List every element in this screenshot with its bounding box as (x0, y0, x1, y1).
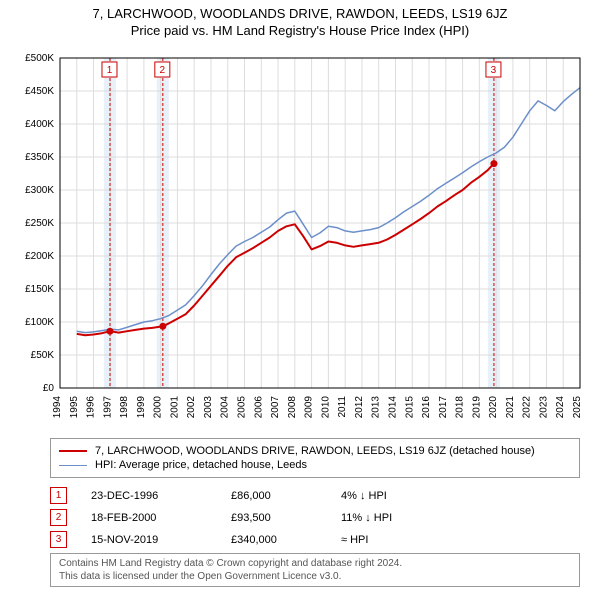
svg-text:2013: 2013 (371, 396, 382, 419)
svg-text:2015: 2015 (404, 396, 415, 419)
legend-swatch-property (59, 450, 87, 452)
chart-container: 7, LARCHWOOD, WOODLANDS DRIVE, RAWDON, L… (0, 0, 600, 590)
table-row: 1 23-DEC-1996 £86,000 4% ↓ HPI (50, 487, 580, 504)
svg-text:£250K: £250K (25, 218, 54, 229)
svg-text:2005: 2005 (237, 396, 248, 419)
svg-text:1: 1 (107, 65, 113, 76)
chart-plot-area: £0 £50K £100K £150K £200K £250K £300K £350K £400… (10, 48, 590, 428)
svg-text:2002: 2002 (186, 396, 197, 419)
svg-text:2004: 2004 (220, 396, 231, 419)
svg-text:£500K: £500K (25, 53, 54, 64)
svg-text:2012: 2012 (354, 396, 365, 419)
svg-text:2010: 2010 (320, 396, 331, 419)
svg-text:2006: 2006 (253, 396, 264, 419)
svg-text:1996: 1996 (86, 396, 97, 419)
marker-date-3: 15-NOV-2019 (91, 534, 231, 546)
marker-price-3: £340,000 (231, 534, 341, 546)
chart-title-address: 7, LARCHWOOD, WOODLANDS DRIVE, RAWDON, L… (0, 6, 600, 21)
svg-text:£50K: £50K (31, 350, 55, 361)
svg-text:2: 2 (160, 65, 166, 76)
svg-text:2007: 2007 (270, 396, 281, 419)
svg-text:2003: 2003 (203, 396, 214, 419)
svg-text:2018: 2018 (455, 396, 466, 419)
title-block: 7, LARCHWOOD, WOODLANDS DRIVE, RAWDON, L… (0, 0, 600, 38)
svg-text:2017: 2017 (438, 396, 449, 419)
table-row: 3 15-NOV-2019 £340,000 ≈ HPI (50, 531, 580, 548)
marker-badge-3: 3 (50, 531, 67, 548)
legend-box: 7, LARCHWOOD, WOODLANDS DRIVE, RAWDON, L… (50, 438, 580, 478)
svg-text:2019: 2019 (471, 396, 482, 419)
marker-price-1: £86,000 (231, 490, 341, 502)
svg-text:1999: 1999 (136, 396, 147, 419)
footer-line-1: Contains HM Land Registry data © Crown c… (59, 557, 571, 570)
legend-item-hpi: HPI: Average price, detached house, Leed… (59, 459, 571, 471)
svg-text:2008: 2008 (287, 396, 298, 419)
svg-text:1994: 1994 (52, 396, 63, 419)
svg-text:£150K: £150K (25, 284, 54, 295)
footer-line-2: This data is licensed under the Open Gov… (59, 570, 571, 583)
svg-text:3: 3 (491, 65, 497, 76)
svg-text:2009: 2009 (304, 396, 315, 419)
svg-text:£450K: £450K (25, 86, 54, 97)
legend-label-hpi: HPI: Average price, detached house, Leed… (95, 459, 307, 471)
legend-label-property: 7, LARCHWOOD, WOODLANDS DRIVE, RAWDON, L… (95, 445, 535, 457)
chart-title-subtitle: Price paid vs. HM Land Registry's House … (0, 23, 600, 38)
svg-text:2011: 2011 (337, 396, 348, 418)
svg-text:2016: 2016 (421, 396, 432, 419)
marker-diff-2: 11% ↓ HPI (341, 512, 491, 524)
svg-text:2023: 2023 (538, 396, 549, 419)
footer-attribution: Contains HM Land Registry data © Crown c… (50, 553, 580, 587)
svg-text:£200K: £200K (25, 251, 54, 262)
svg-text:1998: 1998 (119, 396, 130, 419)
svg-text:£300K: £300K (25, 185, 54, 196)
svg-text:£0: £0 (43, 383, 55, 394)
svg-text:2022: 2022 (522, 396, 533, 419)
svg-text:£400K: £400K (25, 119, 54, 130)
sale-markers-table: 1 23-DEC-1996 £86,000 4% ↓ HPI 2 18-FEB-… (50, 482, 580, 553)
legend-swatch-hpi (59, 465, 87, 466)
marker-price-2: £93,500 (231, 512, 341, 524)
svg-text:2024: 2024 (555, 396, 566, 419)
marker-diff-3: ≈ HPI (341, 534, 491, 546)
svg-text:1995: 1995 (69, 396, 80, 419)
svg-text:£350K: £350K (25, 152, 54, 163)
marker-badge-1: 1 (50, 487, 67, 504)
svg-text:2014: 2014 (387, 396, 398, 419)
table-row: 2 18-FEB-2000 £93,500 11% ↓ HPI (50, 509, 580, 526)
svg-text:£100K: £100K (25, 317, 54, 328)
svg-text:2025: 2025 (572, 396, 583, 419)
svg-text:2020: 2020 (488, 396, 499, 419)
svg-text:2021: 2021 (505, 396, 516, 419)
marker-date-2: 18-FEB-2000 (91, 512, 231, 524)
marker-date-1: 23-DEC-1996 (91, 490, 231, 502)
svg-text:2001: 2001 (169, 396, 180, 419)
marker-badge-2: 2 (50, 509, 67, 526)
marker-diff-1: 4% ↓ HPI (341, 490, 491, 502)
legend-item-property: 7, LARCHWOOD, WOODLANDS DRIVE, RAWDON, L… (59, 445, 571, 457)
svg-text:2000: 2000 (153, 396, 164, 419)
svg-text:1997: 1997 (102, 396, 113, 419)
chart-svg: £0 £50K £100K £150K £200K £250K £300K £350K £400… (10, 48, 590, 428)
